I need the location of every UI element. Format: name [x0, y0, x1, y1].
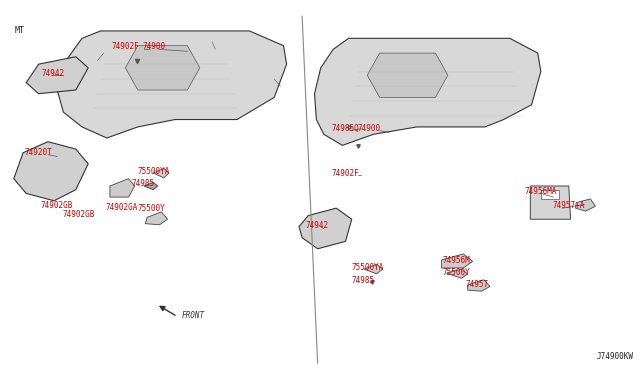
Text: 75500Y: 75500Y [443, 268, 470, 277]
Text: 74942: 74942 [41, 68, 64, 77]
Text: 74985: 74985 [132, 179, 155, 188]
Text: 74956MA: 74956MA [524, 187, 556, 196]
Text: 74957+A: 74957+A [552, 201, 584, 210]
Text: J74900KW: J74900KW [596, 352, 634, 361]
Text: 75500YA: 75500YA [351, 263, 383, 272]
Polygon shape [364, 264, 383, 274]
Polygon shape [125, 46, 200, 90]
Text: 74942: 74942 [305, 221, 328, 230]
Polygon shape [447, 269, 468, 278]
Polygon shape [531, 186, 571, 219]
Polygon shape [541, 190, 559, 199]
Text: FRONT: FRONT [181, 311, 204, 320]
Polygon shape [442, 254, 472, 268]
Polygon shape [299, 208, 352, 249]
Polygon shape [144, 182, 157, 190]
Text: 74902F: 74902F [112, 42, 140, 51]
Text: 74956M: 74956M [443, 256, 470, 265]
Text: 74985Q: 74985Q [332, 124, 359, 132]
Text: MT: MT [15, 26, 25, 35]
Polygon shape [145, 212, 168, 225]
Text: 74900: 74900 [143, 42, 166, 51]
Text: 74985: 74985 [352, 276, 375, 285]
Text: 74902F: 74902F [332, 169, 360, 177]
Polygon shape [575, 199, 595, 211]
Text: 75500Y: 75500Y [138, 203, 166, 213]
Polygon shape [367, 53, 448, 97]
Text: 74902GB: 74902GB [62, 210, 95, 219]
Text: 74920T: 74920T [25, 148, 52, 157]
Polygon shape [314, 38, 541, 145]
Polygon shape [14, 142, 88, 201]
Text: 74957: 74957 [465, 280, 488, 289]
Polygon shape [26, 57, 88, 94]
Polygon shape [110, 179, 134, 197]
Text: 75500YA: 75500YA [138, 167, 170, 176]
Text: 74902GB: 74902GB [40, 201, 73, 210]
Text: 74900: 74900 [357, 124, 380, 132]
Polygon shape [468, 280, 490, 291]
Text: 74902GA: 74902GA [106, 203, 138, 212]
Polygon shape [57, 31, 287, 138]
Polygon shape [154, 168, 169, 178]
